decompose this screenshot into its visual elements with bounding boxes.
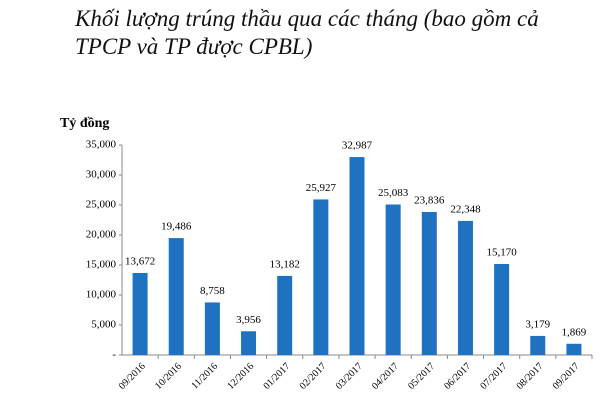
bar xyxy=(313,199,329,355)
x-tick-label: 11/2016 xyxy=(189,361,220,392)
y-tick-label: 5,000 xyxy=(91,319,116,331)
value-label: 15,170 xyxy=(486,247,517,259)
x-tick-label: 06/2017 xyxy=(442,361,473,392)
bar xyxy=(566,343,582,355)
bar xyxy=(241,331,257,355)
bar xyxy=(168,238,184,355)
bar xyxy=(421,211,437,355)
y-tick-label: 25,000 xyxy=(86,199,117,211)
y-axis-label: Tỷ đồng xyxy=(60,116,109,131)
y-tick-label: 35,000 xyxy=(86,139,117,151)
chart-title: TPCP và TP được CPBL) xyxy=(75,34,312,59)
value-label: 25,927 xyxy=(306,182,337,194)
value-label: 3,956 xyxy=(236,314,261,326)
bar xyxy=(494,263,510,355)
bar xyxy=(204,302,220,355)
value-label: 25,083 xyxy=(378,187,409,199)
y-tick-label: 15,000 xyxy=(86,259,117,271)
value-label: 19,486 xyxy=(161,221,192,233)
value-label: 32,987 xyxy=(342,140,373,152)
value-label: 13,672 xyxy=(125,255,155,267)
bar xyxy=(385,204,401,355)
x-tick-label: 05/2017 xyxy=(406,361,437,392)
value-label: 3,179 xyxy=(525,318,550,330)
y-tick-label: 20,000 xyxy=(86,229,117,241)
x-tick-label: 09/2016 xyxy=(117,361,148,392)
bar xyxy=(349,157,365,355)
y-tick-label: 30,000 xyxy=(86,169,117,181)
x-tick-label: 12/2016 xyxy=(225,361,256,392)
bar xyxy=(132,272,148,355)
value-label: 22,348 xyxy=(450,203,481,215)
value-label: 13,182 xyxy=(270,258,300,270)
x-tick-label: 02/2017 xyxy=(298,361,329,392)
x-tick-label: 03/2017 xyxy=(334,361,365,392)
bar xyxy=(530,335,546,355)
x-tick-label: 08/2017 xyxy=(515,361,546,392)
x-tick-label: 10/2016 xyxy=(153,361,184,392)
bar xyxy=(277,275,293,355)
x-tick-label: 01/2017 xyxy=(261,361,292,392)
x-tick-label: 07/2017 xyxy=(478,361,509,392)
value-label: 23,836 xyxy=(414,195,445,207)
y-tick-label: 10,000 xyxy=(86,289,117,301)
chart-title: Khối lượng trúng thầu qua các tháng (bao… xyxy=(74,6,539,31)
bar xyxy=(457,220,473,355)
x-tick-label: 04/2017 xyxy=(370,361,401,392)
y-tick-label: - xyxy=(112,349,116,361)
value-label: 1,869 xyxy=(562,326,587,338)
value-label: 8,758 xyxy=(200,285,225,297)
x-tick-label: 09/2017 xyxy=(551,361,582,392)
